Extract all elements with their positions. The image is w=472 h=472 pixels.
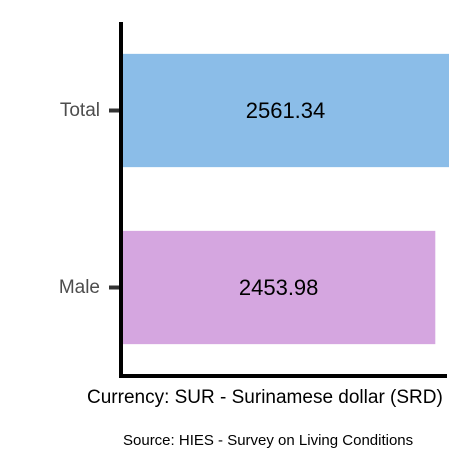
category-label-male: Male [59, 277, 100, 298]
bar-total [122, 53, 449, 168]
bars-layer [122, 53, 449, 345]
value-label-male: 2453.98 [239, 275, 319, 300]
x-axis-title: Currency: SUR - Surinamese dollar (SRD) [87, 387, 443, 408]
bar-male [122, 230, 436, 345]
source-caption: Source: HIES - Survey on Living Conditio… [123, 432, 413, 449]
labels-layer: Total 2561.34 Male 2453.98 [59, 98, 325, 300]
value-label-total: 2561.34 [246, 98, 326, 123]
category-label-total: Total [60, 100, 100, 121]
